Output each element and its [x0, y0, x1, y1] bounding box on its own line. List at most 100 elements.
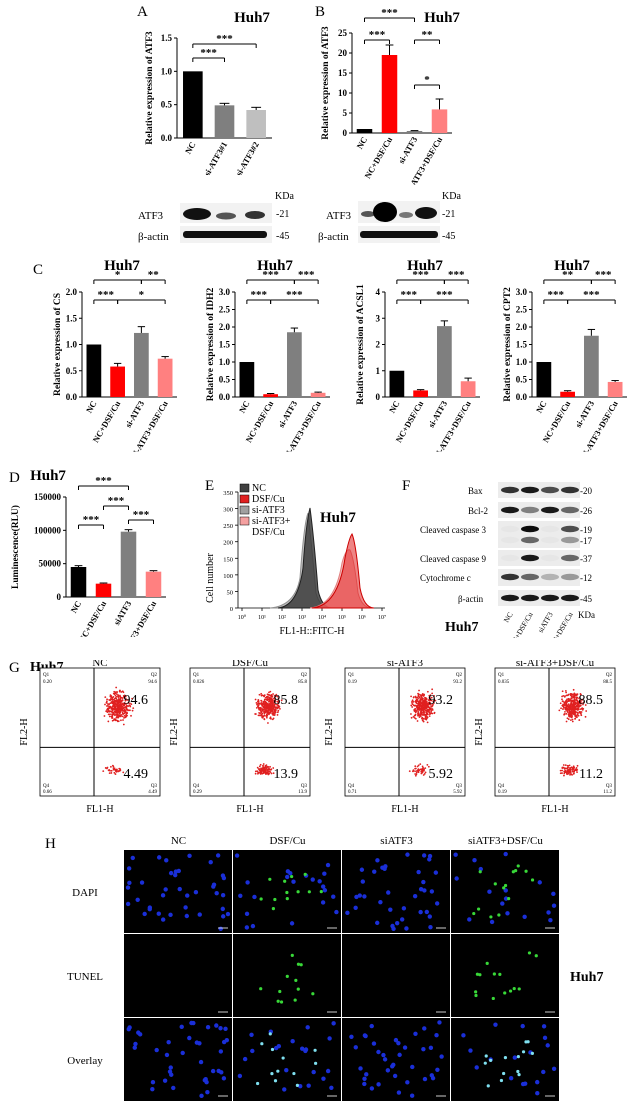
- c1-bar-0: [239, 362, 255, 397]
- panel-letter-e: E: [205, 478, 215, 494]
- c3-sig-2: ***: [548, 289, 565, 301]
- c2-sig-1: ***: [448, 269, 465, 281]
- g-ylabel-1: FL2-H: [169, 718, 180, 745]
- c3-bar-3: [607, 381, 623, 397]
- panel-letter-a: A: [137, 4, 148, 20]
- g-q2v-0: 94.6: [148, 680, 157, 685]
- e-ytick-4: 200: [223, 540, 233, 547]
- g-q3-2: Q3: [456, 784, 463, 789]
- g-q2-1: Q2: [301, 673, 308, 678]
- c2-bar-3: [460, 381, 476, 397]
- g-q1-0: Q1: [43, 673, 50, 678]
- c1-ytick-0: 0.0: [219, 392, 231, 402]
- f-title: Huh7: [445, 620, 478, 635]
- b-ytick-4: 20: [338, 48, 348, 58]
- d-ytick-2: 100000: [34, 525, 62, 535]
- g-q4v-3: 0.19: [498, 790, 507, 795]
- b-xtick-0: NC: [354, 135, 369, 151]
- e-xtick-0: 10⁰: [238, 614, 247, 621]
- a-sig-0: ***: [200, 47, 217, 59]
- f-kda-1: -26: [580, 506, 592, 516]
- f-kda-unit: KDa: [578, 610, 595, 620]
- b-ytick-5: 25: [338, 28, 348, 38]
- f-kda-4: -37: [580, 554, 592, 564]
- c0-ytick-1: 0.5: [66, 366, 78, 376]
- g-q1-2: Q1: [348, 673, 355, 678]
- bar-chart-c-cs: Huh7 Relative expression of CS0.0 0.5 1.0 1.…: [53, 258, 177, 452]
- a-xtick-2: si-ATF3#2: [233, 140, 260, 175]
- c2-bar-0: [389, 370, 405, 397]
- c2-sig-2: ***: [401, 289, 418, 301]
- g-q4-2: Q4: [348, 784, 355, 789]
- bar-chart-c-idh2: Huh7 Relative expression of IDH2 0.0 0.5 1.0…: [206, 258, 330, 452]
- bar-chart-b: Huh7 Relative expression of ATF3 0 5 10 15 20 2…: [321, 7, 460, 185]
- c1-ytick-3: 1.5: [219, 340, 231, 350]
- g-upper-0: 94.6: [124, 693, 149, 708]
- d-ytick-1: 50000: [39, 559, 62, 569]
- g-ylabel-2: FL2-H: [324, 718, 335, 745]
- g-upper-2: 93.2: [429, 693, 454, 708]
- g-q3v-0: 4.49: [148, 790, 157, 795]
- g-q1v-1: 0.026: [193, 680, 205, 685]
- e-ytick-1: 50: [227, 589, 234, 596]
- c2-ytick-2: 2: [376, 340, 381, 350]
- g-q3v-3: 11.2: [603, 790, 612, 795]
- western-blot-a: KDa ATF3 β-actin -21 -45: [138, 191, 294, 243]
- g-lower-0: 4.49: [124, 767, 149, 782]
- f-row-label-5: Cytochrome c: [420, 573, 471, 583]
- c1-xtick-0: NC: [237, 399, 252, 415]
- f-row-label-4: Cleaved caspase 9: [420, 554, 486, 564]
- c1-sig-3: ***: [286, 289, 303, 301]
- e-ytick-6: 300: [223, 507, 233, 514]
- e-xtick-4: 10⁴: [318, 615, 326, 621]
- g-q1v-0: 0.20: [43, 680, 52, 685]
- d-bar-3: [145, 571, 162, 597]
- blot-b-row-label-1: β-actin: [318, 231, 349, 243]
- histogram-e: Huh7 Cell number 0 50 100 150 200 250 300 350 1…: [205, 483, 386, 637]
- e-ytick-3: 150: [223, 556, 233, 563]
- c3-ytick-1: 0.5: [516, 375, 528, 385]
- e-ytick-7: 350: [223, 490, 233, 497]
- a-ytick-2: 1.0: [161, 66, 173, 76]
- c2-bar-1: [413, 390, 428, 397]
- b-ytick-0: 0: [343, 128, 348, 138]
- c0-bar-0: [86, 344, 102, 397]
- g-upper-3: 88.5: [579, 693, 604, 708]
- g-q4-3: Q4: [498, 784, 505, 789]
- c3-bar-1: [560, 391, 575, 397]
- c2-bar-2: [437, 326, 452, 397]
- d-ytick-0: 0: [57, 592, 62, 602]
- c1-sig-2: ***: [251, 289, 268, 301]
- c3-ytick-2: 1.0: [516, 357, 528, 367]
- western-blot-f: Bax -20 Bcl-2 -26 Cleaved caspase 3 -19-17 Cle…: [420, 482, 595, 638]
- b-sig-1: ***: [369, 29, 386, 41]
- c3-sig-3: ***: [583, 289, 600, 301]
- c2-ytick-0: 0: [376, 392, 381, 402]
- e-legend-3: si-ATF3+: [252, 516, 291, 527]
- c0-ytick-0: 0.0: [66, 392, 78, 402]
- d-xtick-0: NC: [68, 599, 83, 615]
- c1-ytick-2: 1.0: [219, 357, 231, 367]
- g-panel-title-2: si-ATF3: [387, 660, 424, 669]
- g-q1v-3: 0.035: [498, 680, 510, 685]
- panel-letter-d: D: [9, 470, 20, 486]
- a-ylabel: Relative expression of ATF3: [145, 31, 155, 145]
- b-sig-2: **: [422, 29, 434, 41]
- d-ytick-3: 150000: [34, 492, 62, 502]
- e-xtick-7: 10⁷: [378, 615, 386, 621]
- c1-xtick-2: si-ATF3: [276, 399, 299, 429]
- e-xtick-2: 10²: [278, 615, 286, 621]
- blot-b-kda-0: -21: [442, 209, 455, 220]
- e-legend-4: DSF/Cu: [252, 527, 285, 538]
- g-panel-title-1: DSF/Cu: [232, 660, 269, 669]
- e-xtick-1: 10¹: [258, 615, 266, 621]
- tunel-microscopy-h: NC DSF/Cu siATF3 siATF3+DSF/Cu DAPI TUNEL Over…: [67, 835, 603, 1101]
- g-q1v-2: 0.19: [348, 680, 357, 685]
- h-col-0: NC: [171, 835, 186, 847]
- blot-a-kda-1: -45: [276, 231, 289, 242]
- c0-bar-2: [134, 332, 149, 397]
- f-kda-6: -45: [580, 594, 592, 604]
- f-row-label-6: β-actin: [458, 594, 484, 604]
- c3-sig-1: ***: [595, 269, 612, 281]
